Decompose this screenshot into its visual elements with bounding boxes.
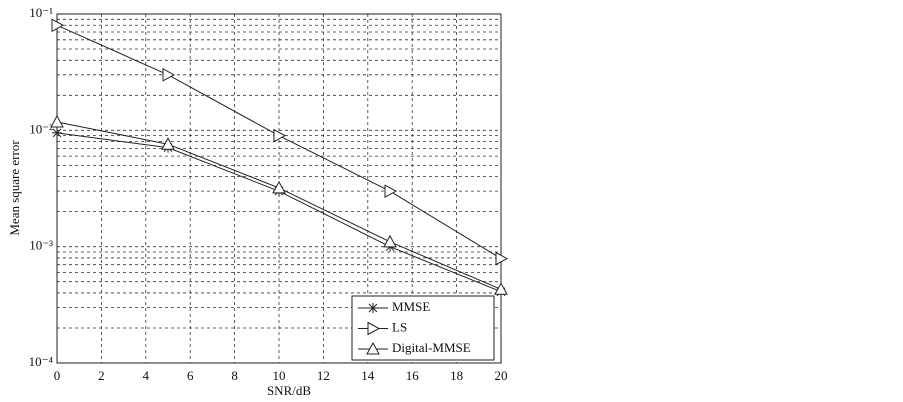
legend-label: LS xyxy=(392,319,407,334)
y-tick-label: 10⁻³ xyxy=(29,238,53,253)
x-tick-label: 10 xyxy=(273,368,286,383)
marker xyxy=(162,67,176,82)
x-tick-label: 14 xyxy=(361,368,375,383)
legend: MMSE LS Digital-MMSE xyxy=(351,295,495,361)
marker xyxy=(161,137,175,150)
marker xyxy=(272,180,286,194)
legend-marker xyxy=(367,321,381,336)
marker xyxy=(273,128,287,143)
x-tick-label: 2 xyxy=(98,368,105,383)
x-tick-label: 16 xyxy=(406,368,420,383)
x-tick-label: 6 xyxy=(187,368,194,383)
y-tick-label: 10⁻² xyxy=(29,121,53,136)
marker xyxy=(50,114,64,128)
x-tick-label: 12 xyxy=(317,368,330,383)
y-tick-label: 10⁻¹ xyxy=(29,5,53,20)
legend-marker xyxy=(366,341,380,355)
x-tick-label: 0 xyxy=(54,368,61,383)
x-tick-label: 18 xyxy=(450,368,463,383)
marker xyxy=(384,184,398,199)
x-tick-label: 8 xyxy=(231,368,238,383)
y-axis-label: Mean square error xyxy=(7,140,22,236)
legend-label: Digital-MMSE xyxy=(392,340,471,355)
legend-label: MMSE xyxy=(392,299,430,314)
marker xyxy=(494,282,508,295)
x-tick-label: 4 xyxy=(143,368,150,383)
x-axis-label: SNR/dB xyxy=(267,383,311,398)
marker xyxy=(383,234,397,248)
legend-marker xyxy=(368,303,378,313)
marker xyxy=(52,127,62,138)
marker xyxy=(51,18,65,33)
y-tick-label: 10⁻⁴ xyxy=(29,354,54,369)
marker xyxy=(495,251,509,266)
x-tick-label: 20 xyxy=(495,368,508,383)
plot-frame xyxy=(56,13,502,364)
